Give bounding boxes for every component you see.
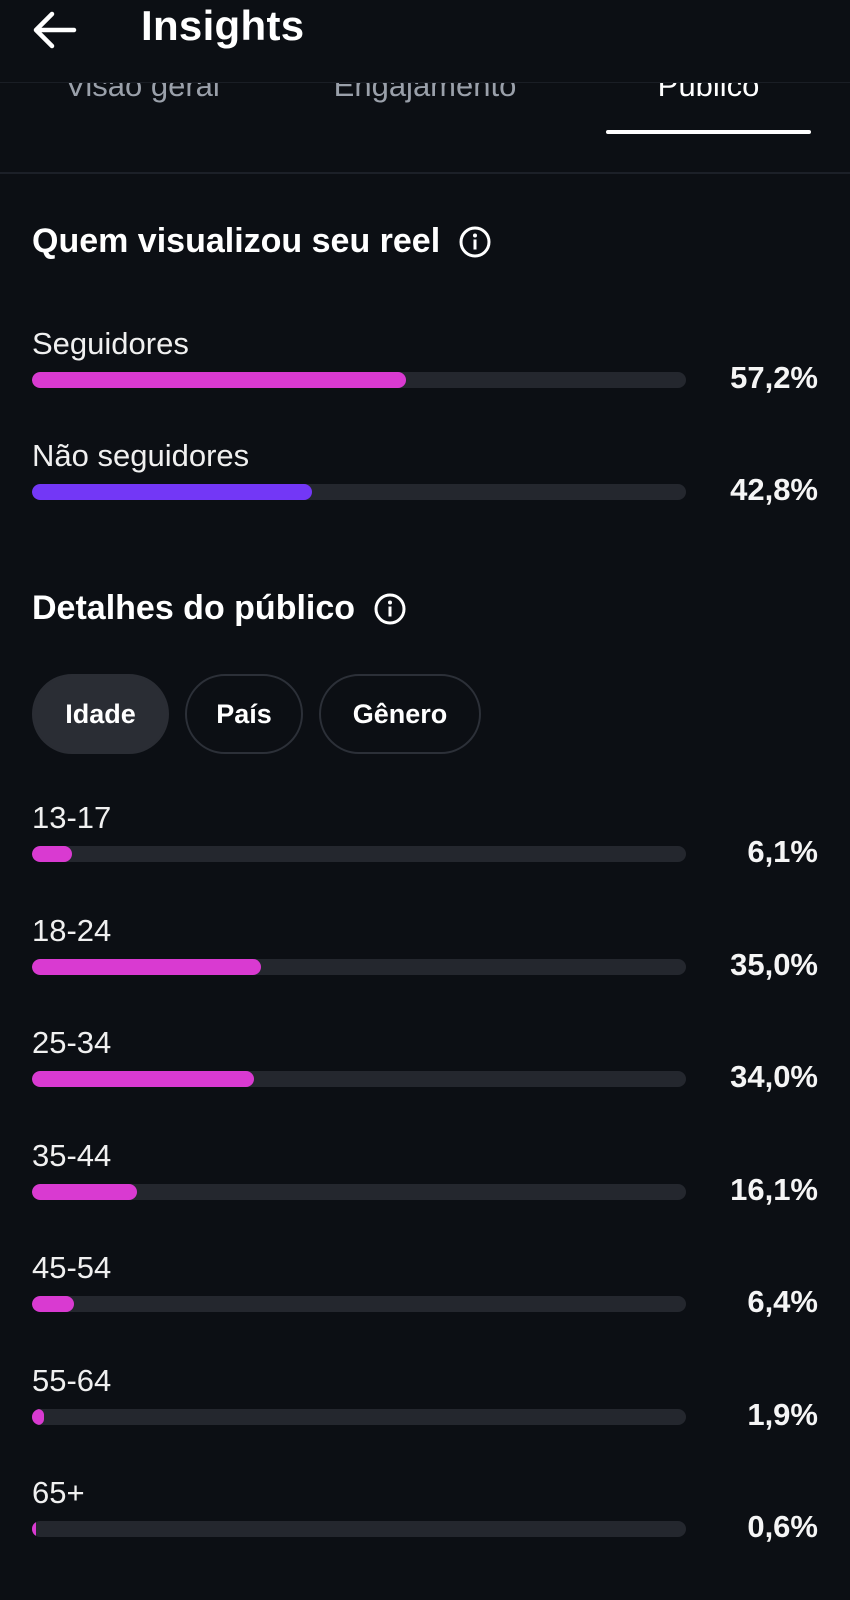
percent-value: 6,4% <box>747 1284 818 1319</box>
percent-value: 34,0% <box>730 1059 818 1094</box>
progress-track <box>32 484 686 500</box>
progress-track <box>32 1408 686 1425</box>
bar-label: 35-44 <box>32 1137 112 1173</box>
progress-fill <box>32 1521 36 1537</box>
bar-label: 25-34 <box>32 1025 112 1060</box>
progress-track <box>32 958 686 975</box>
chip-gender[interactable]: Gênero <box>319 674 481 754</box>
progress-track <box>32 1296 686 1312</box>
viewers-section-title: Quem visualizou seu reel <box>32 222 492 261</box>
percent-value: 1,9% <box>747 1396 818 1432</box>
percent-value: 6,1% <box>747 834 818 869</box>
percent-value: 0,6% <box>747 1509 818 1544</box>
bar-label: 65+ <box>32 1475 85 1510</box>
progress-track <box>32 372 686 388</box>
bar-label: 18-24 <box>32 912 112 948</box>
audience-filter-chips: Idade País Gênero <box>32 674 481 754</box>
top-bar: Insights <box>0 0 850 83</box>
progress-fill <box>32 1408 45 1425</box>
page-title: Insights <box>141 2 305 49</box>
bar-label: Não seguidores <box>32 438 250 473</box>
percent-value: 42,8% <box>730 472 818 507</box>
bar-label: Seguidores <box>32 326 189 361</box>
progress-fill <box>32 484 312 500</box>
bar-label: 55-64 <box>32 1362 112 1398</box>
info-icon[interactable] <box>458 225 492 259</box>
progress-fill <box>32 1296 74 1312</box>
chip-country[interactable]: País <box>185 674 303 754</box>
bar-label: 13-17 <box>32 800 112 835</box>
chip-age[interactable]: Idade <box>32 674 169 754</box>
back-button[interactable] <box>28 8 84 52</box>
arrow-left-icon <box>33 11 77 49</box>
info-icon[interactable] <box>373 592 407 626</box>
percent-value: 16,1% <box>730 1171 818 1207</box>
progress-track <box>32 846 686 862</box>
percent-value: 35,0% <box>730 946 818 982</box>
viewers-title-text: Quem visualizou seu reel <box>32 222 441 260</box>
progress-fill <box>32 1071 255 1087</box>
progress-track <box>32 1521 686 1537</box>
progress-fill <box>32 846 72 862</box>
progress-track <box>32 1071 686 1087</box>
bar-label: 45-54 <box>32 1250 112 1285</box>
audience-title-text: Detalhes do público <box>32 589 356 627</box>
progress-fill <box>32 372 407 388</box>
active-tab-indicator <box>606 130 811 134</box>
tab-bar: Visão geral Engajamento Público <box>0 68 850 174</box>
percent-value: 57,2% <box>730 360 818 395</box>
progress-track <box>32 1183 686 1200</box>
audience-section-title: Detalhes do público <box>32 589 407 628</box>
progress-fill <box>32 958 261 975</box>
progress-fill <box>32 1183 138 1200</box>
